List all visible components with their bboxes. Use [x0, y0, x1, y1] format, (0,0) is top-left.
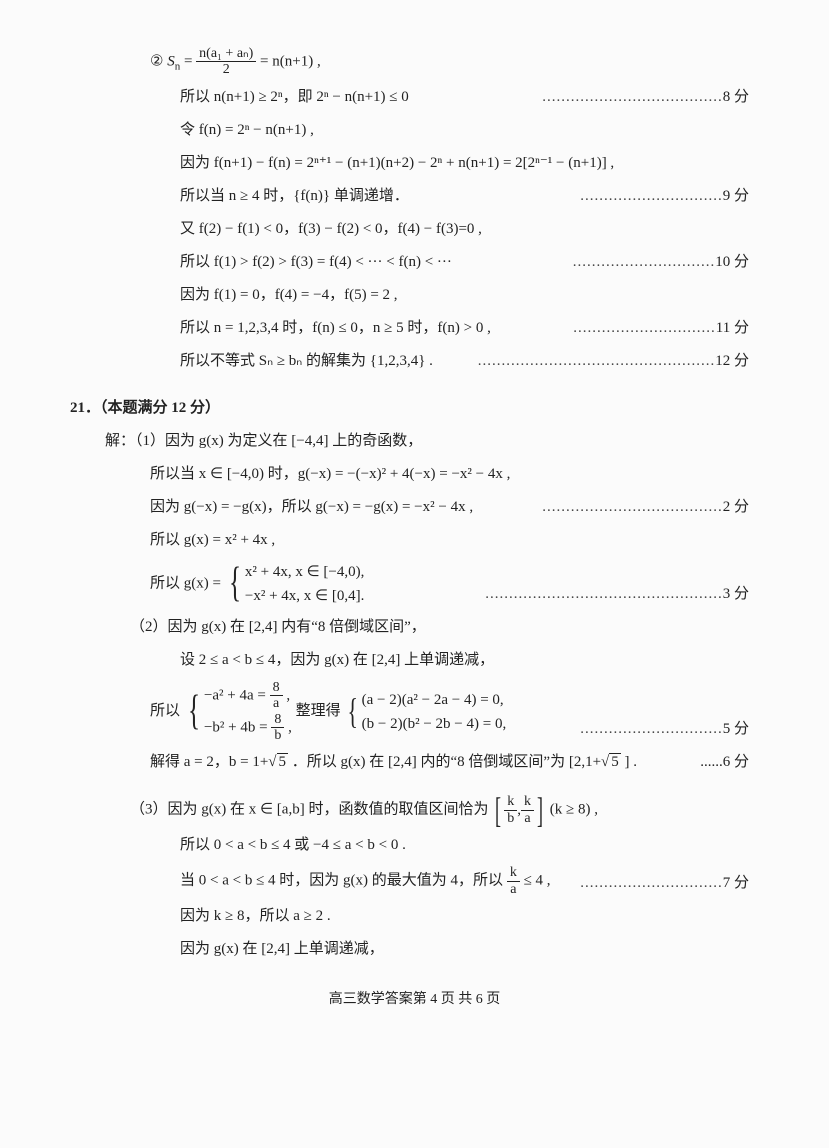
var-S: S [167, 53, 175, 69]
text-line: 因为 g(−x) = −g(x)，所以 g(−x) = −g(x) = −x² … [70, 494, 759, 521]
fraction: 8b [271, 712, 284, 744]
left-brace-icon: { [348, 695, 358, 727]
brace-group: { x² + 4x, x ∈ [−4,0), −x² + 4x, x ∈ [0,… [225, 560, 365, 608]
text-line: 所以 g(x) = x² + 4x , [70, 527, 759, 554]
text-line: 所以当 n ≥ 4 时，{f(n)} 单调递增． ...............… [70, 183, 759, 210]
score-5: ..............................5 分 [580, 716, 749, 743]
fraction: 8a [270, 680, 283, 712]
text-line: 所以 f(1) > f(2) > f(3) = f(4) < ··· < f(n… [70, 249, 759, 276]
fraction: ka [521, 794, 534, 826]
circled-2: ② [150, 53, 167, 69]
score-6: ......6 分 [700, 749, 749, 776]
score-12: ........................................… [478, 348, 749, 375]
interval: [ kb , ka ] [492, 794, 546, 826]
text-line: 又 f(2) − f(1) < 0，f(3) − f(2) < 0，f(4) −… [70, 216, 759, 243]
system-block: 所以 { −a² + 4a = 8a , −b² + 4b = 8b , 整理得… [70, 680, 759, 744]
left-brace-icon: { [188, 693, 200, 731]
score-3: ........................................… [485, 581, 749, 608]
score-9: ..............................9 分 [580, 183, 749, 210]
score-11: ..............................11 分 [573, 315, 749, 342]
text-line: 当 0 < a < b ≤ 4 时，因为 g(x) 的最大值为 4，所以 ka … [70, 865, 759, 897]
text-line: 所以 n = 1,2,3,4 时，f(n) ≤ 0，n ≥ 5 时，f(n) >… [70, 315, 759, 342]
part-3-line: （3）因为 g(x) 在 x ∈ [a,b] 时，函数值的取值区间恰为 [ kb… [70, 794, 759, 826]
text-line: 所以当 x ∈ [−4,0) 时，g(−x) = −(−x)² + 4(−x) … [70, 461, 759, 488]
text-line: 因为 f(n+1) − f(n) = 2ⁿ⁺¹ − (n+1)(n+2) − 2… [70, 150, 759, 177]
text-line: 因为 k ≥ 8，所以 a ≥ 2 . [70, 903, 759, 930]
text-line: 所以 0 < a < b ≤ 4 或 −4 ≤ a < b < 0 . [70, 832, 759, 859]
text-line: 设 2 ≤ a < b ≤ 4，因为 g(x) 在 [2,4] 上单调递减， [70, 647, 759, 674]
brace-group: { (a − 2)(a² − 2a − 4) = 0, (b − 2)(b² −… [344, 688, 506, 736]
sqrt-5: 5 [609, 753, 621, 770]
left-bracket-icon: [ [495, 796, 501, 825]
part-2-line: （2）因为 g(x) 在 [2,4] 内有“8 倍倒域区间”， [70, 614, 759, 641]
text-line: 因为 g(x) 在 [2,4] 上单调递减， [70, 936, 759, 963]
text-line: 因为 f(1) = 0，f(4) = −4，f(5) = 2 , [70, 282, 759, 309]
fraction: ka [507, 865, 520, 897]
sqrt-5: 5 [277, 753, 289, 770]
question-21-header: 21．（本题满分 12 分） [70, 395, 759, 422]
brace-group: { −a² + 4a = 8a , −b² + 4b = 8b , [184, 680, 292, 744]
left-brace-icon: { [229, 565, 241, 603]
right-bracket-icon: ] [537, 796, 543, 825]
score-8: ......................................8 … [542, 84, 749, 111]
page-footer: 高三数学答案第 4 页 共 6 页 [70, 987, 759, 1012]
text-line: 令 f(n) = 2ⁿ − n(n+1) , [70, 117, 759, 144]
piecewise-def: 所以 g(x) = { x² + 4x, x ∈ [−4,0), −x² + 4… [70, 560, 759, 608]
text-line: 所以 n(n+1) ≥ 2ⁿ，即 2ⁿ − n(n+1) ≤ 0 .......… [70, 84, 759, 111]
score-7: ..............................7 分 [580, 870, 749, 897]
score-2: ......................................2 … [542, 494, 749, 521]
sub-n: n [175, 60, 181, 72]
eq-line-sn: ② Sn = n(a₁ + aₙ) 2 = n(n+1) , [70, 46, 759, 78]
solution-line: 解：（1）因为 g(x) 为定义在 [−4,4] 上的奇函数， [70, 428, 759, 455]
score-10: ..............................10 分 [573, 249, 749, 276]
fraction: n(a₁ + aₙ) 2 [196, 46, 256, 78]
text-line: 所以不等式 Sₙ ≥ bₙ 的解集为 {1,2,3,4} . .........… [70, 348, 759, 375]
text-line: 解得 a = 2，b = 1+√5 ．所以 g(x) 在 [2,4] 内的“8 … [70, 749, 759, 776]
fraction: kb [504, 794, 517, 826]
